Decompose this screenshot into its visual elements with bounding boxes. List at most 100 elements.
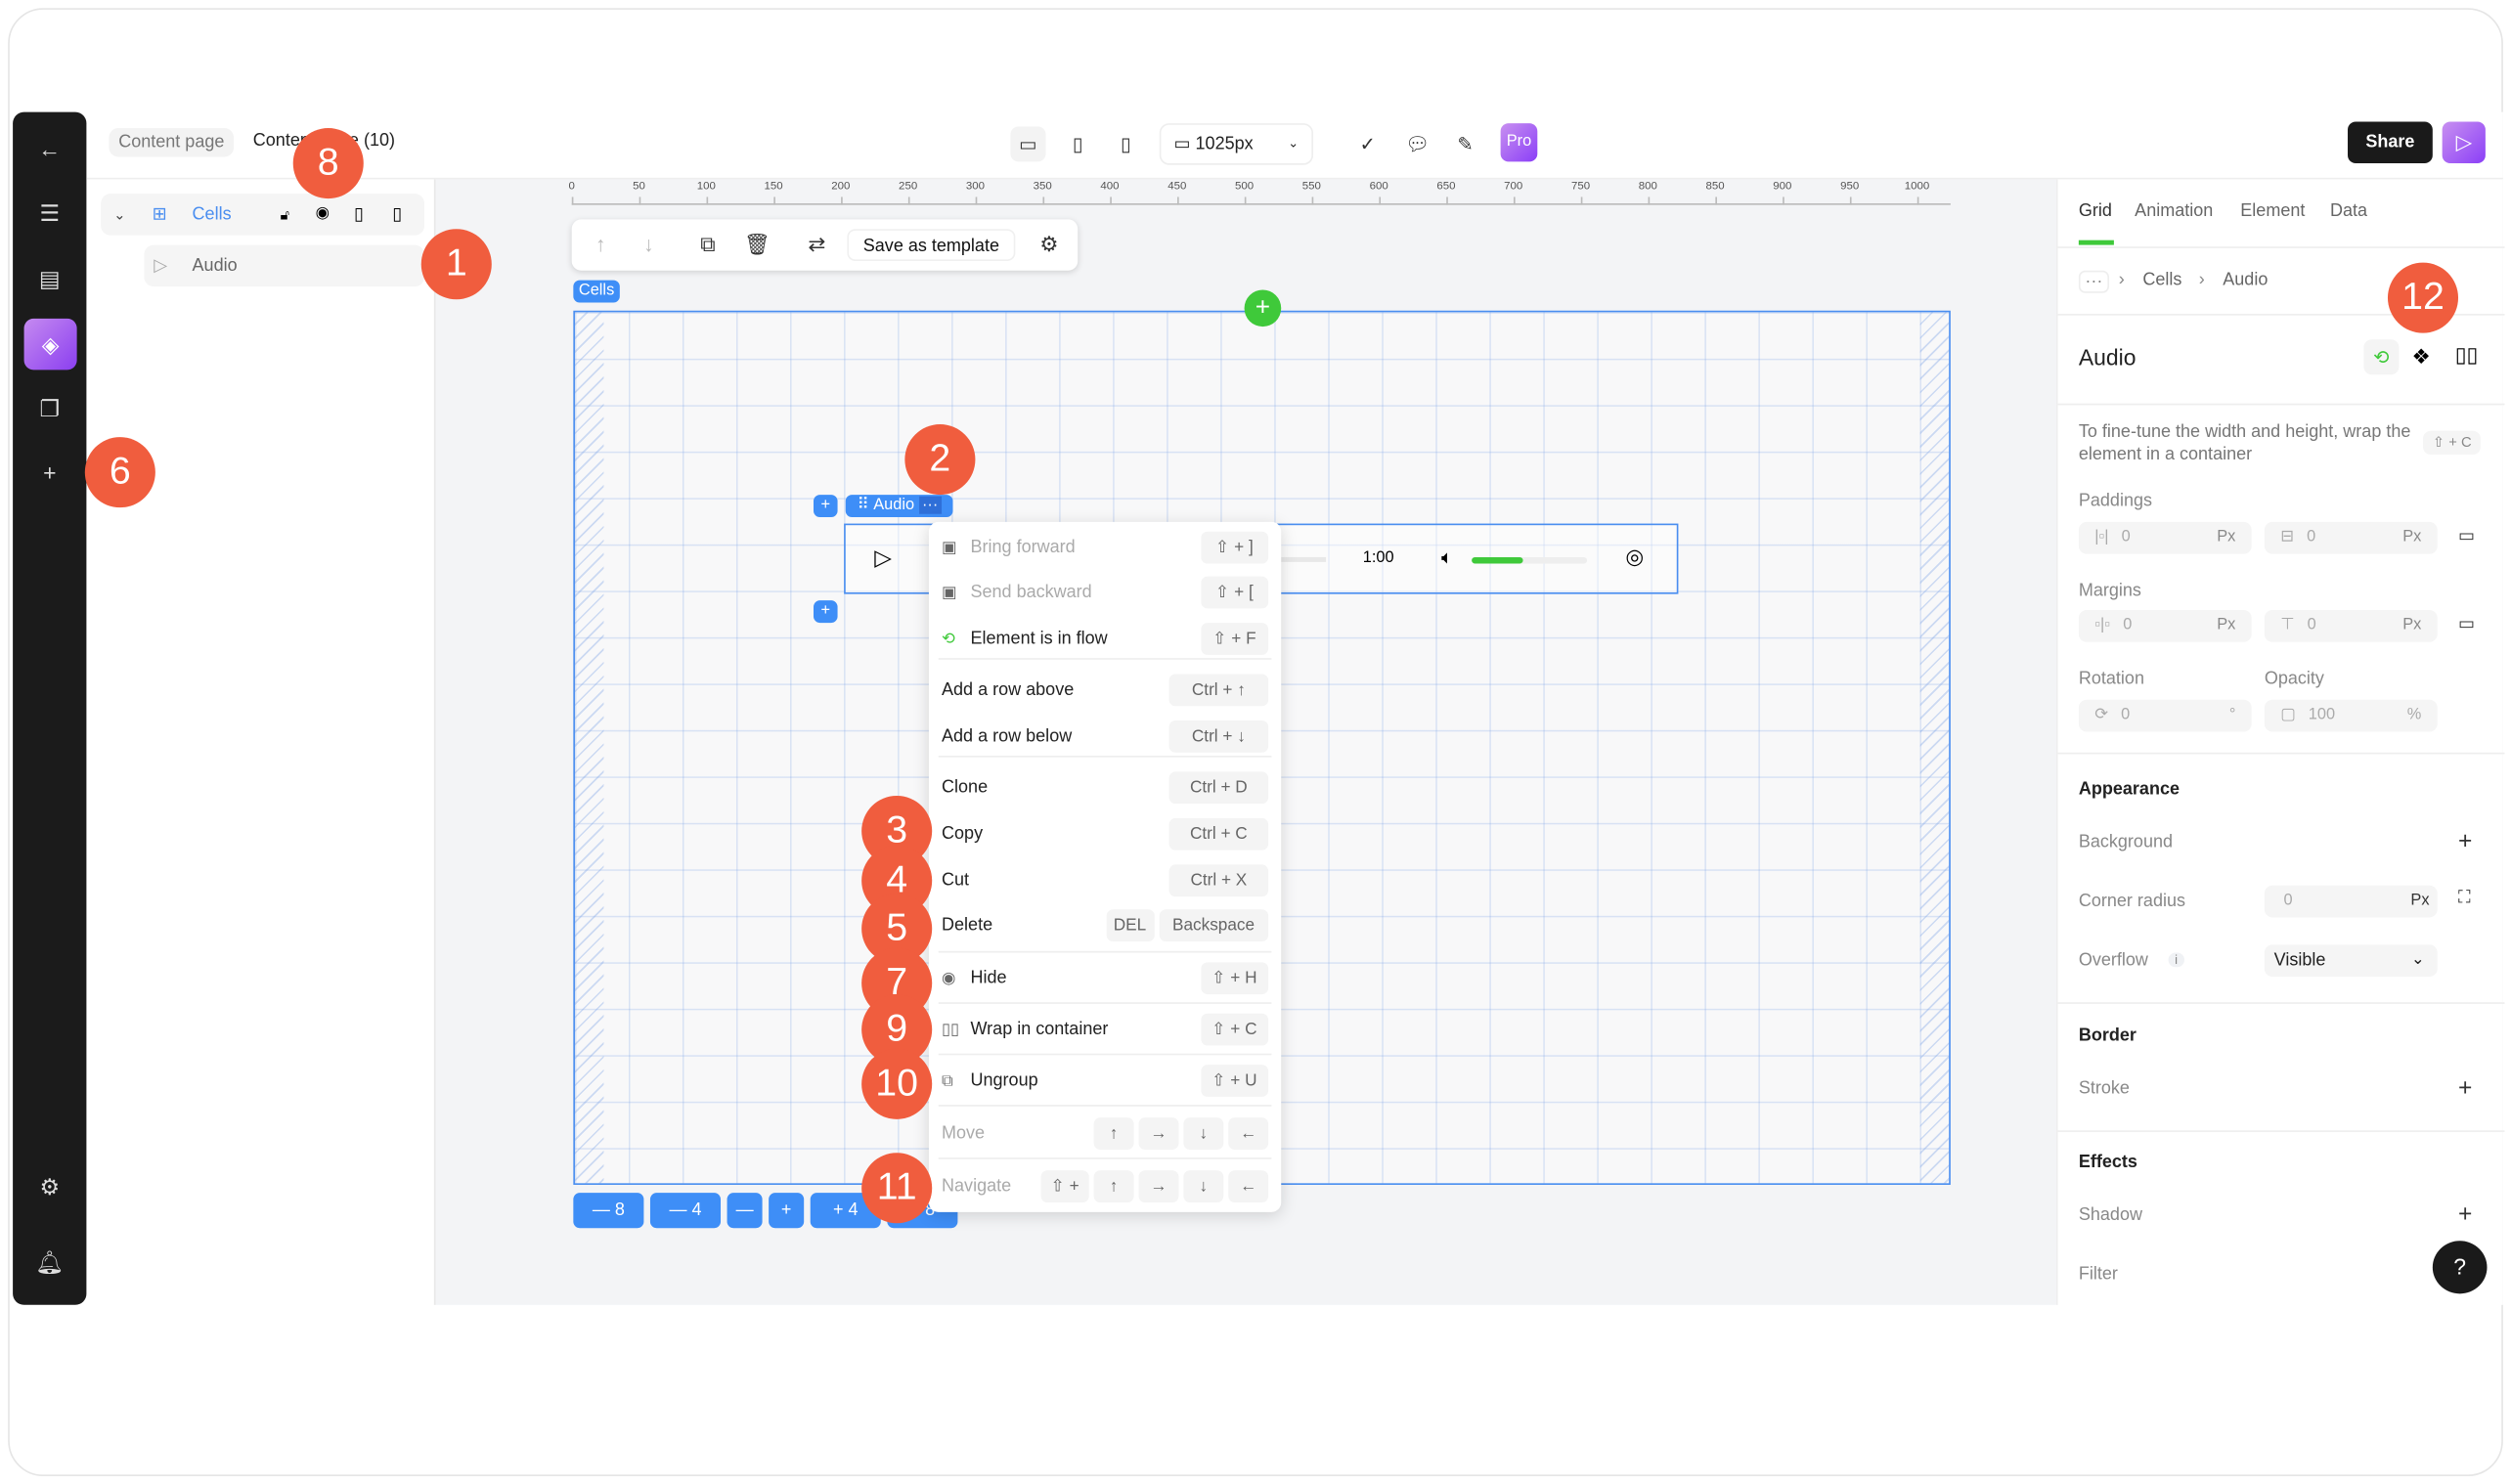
- padding-horizontal-input[interactable]: |▫| 0 Px: [2078, 521, 2252, 554]
- move-down-icon[interactable]: ↓: [642, 232, 654, 257]
- menu-item-navigate[interactable]: Navigate ← ↓ → ↑ ⇧ +: [942, 1169, 1269, 1204]
- desktop-icon[interactable]: ▭: [1010, 126, 1046, 162]
- margin-sides-icon[interactable]: ▭: [2458, 614, 2476, 634]
- gear-icon[interactable]: ⚙: [1039, 232, 1059, 257]
- tab-animation[interactable]: Animation: [2135, 201, 2214, 222]
- play-icon[interactable]: ▷: [874, 544, 892, 571]
- volume-icon[interactable]: 🔈︎: [1441, 546, 1453, 569]
- rotation-label: Rotation: [2078, 669, 2144, 689]
- drag-handle-icon[interactable]: ⠿: [857, 496, 874, 514]
- menu-item-element-is-in-flow[interactable]: ⟲ Element is in flow ⇧ + F: [942, 621, 1269, 656]
- duplicate-icon[interactable]: ⧉: [700, 232, 716, 257]
- shortcut-key: Backspace: [1158, 909, 1269, 942]
- breadcrumb-cells[interactable]: Cells: [2142, 270, 2182, 290]
- playback-speed-icon[interactable]: ◎: [1625, 544, 1644, 569]
- trash-icon[interactable]: 🗑︎: [744, 232, 771, 257]
- tablet-icon[interactable]: ▯: [353, 204, 364, 225]
- add-icon[interactable]: +: [43, 459, 57, 486]
- move-up-icon[interactable]: ↑: [595, 232, 606, 257]
- menu-item-bring-forward[interactable]: ▣ Bring forward ⇧ + ]: [942, 530, 1269, 565]
- menu-item-clone[interactable]: Clone Ctrl + D: [942, 770, 1269, 806]
- add-shadow-icon[interactable]: +: [2458, 1200, 2473, 1229]
- layers-icon[interactable]: ◈: [23, 318, 77, 371]
- column-button[interactable]: — 4: [649, 1193, 722, 1229]
- save-as-template-button[interactable]: Save as template: [847, 229, 1016, 261]
- swap-icon[interactable]: ⇄: [808, 232, 826, 257]
- menu-item-delete[interactable]: Delete Backspace DEL: [942, 908, 1269, 943]
- opacity-input[interactable]: ▢ 100%: [2264, 699, 2438, 732]
- corners-icon[interactable]: ⛶: [2458, 888, 2471, 908]
- bell-icon[interactable]: 🔔︎: [35, 1248, 65, 1275]
- menu-icon[interactable]: ☰: [39, 199, 61, 226]
- tab-element[interactable]: Element: [2240, 201, 2306, 222]
- ruler-tick: 800: [1638, 181, 1657, 205]
- audio-tag[interactable]: ⠿ Audio ···: [845, 495, 953, 518]
- width-select[interactable]: ▭ 1025px ⌄: [1159, 123, 1313, 165]
- more-icon[interactable]: ···: [918, 496, 942, 514]
- cells-grid[interactable]: [573, 310, 1951, 1185]
- help-button[interactable]: ?: [2432, 1241, 2488, 1294]
- mobile-icon[interactable]: ▯: [392, 204, 403, 225]
- back-arrow-icon[interactable]: ←: [38, 136, 62, 162]
- in-flow-icon[interactable]: ⟲: [2363, 339, 2400, 375]
- layer-item-audio[interactable]: ▷ Audio: [144, 244, 425, 287]
- check-circle-icon[interactable]: ✓: [1359, 132, 1376, 155]
- canvas[interactable]: 0 50 100 150 200 250 300 350 400 450 500 550 600 650 7…: [435, 179, 2056, 1305]
- add-row-top-button[interactable]: +: [1244, 289, 1282, 327]
- context-menu: ▣ Bring forward ⇧ + ] ▣ Send backward ⇧ + [ ⟲ E…: [928, 521, 1282, 1212]
- tab-grid[interactable]: Grid: [2078, 201, 2112, 222]
- sections-icon[interactable]: ▤: [38, 265, 61, 292]
- menu-item-add-a-row-below[interactable]: Add a row below Ctrl + ↓: [942, 719, 1269, 754]
- add-left-button[interactable]: +: [814, 495, 838, 518]
- column-button[interactable]: — 8: [573, 1193, 644, 1229]
- menu-item-cut[interactable]: Cut Ctrl + X: [942, 863, 1269, 898]
- menu-item-move[interactable]: Move ← ↓ → ↑: [942, 1116, 1269, 1152]
- wrap-container-icon[interactable]: ▯▯: [2454, 342, 2479, 368]
- corner-radius-input[interactable]: 0 Px: [2264, 885, 2438, 918]
- margin-horizontal-input[interactable]: ▫|▫ 0 Px: [2078, 610, 2252, 642]
- margin-vertical-input[interactable]: ⊤ 0 Px: [2264, 610, 2438, 642]
- layer-item-cells[interactable]: ⌄ ⊞ Cells 🔓︎ ◉ ▯ ▯: [101, 194, 425, 236]
- rotation-input[interactable]: ⟳ 0 °: [2078, 699, 2252, 732]
- padding-vertical-input[interactable]: ⊟ 0 Px: [2264, 521, 2438, 554]
- add-stroke-icon[interactable]: +: [2458, 1073, 2473, 1102]
- info-icon[interactable]: i: [2168, 952, 2184, 968]
- column-button[interactable]: +: [769, 1193, 805, 1229]
- chevron-right-icon: ›: [2118, 270, 2125, 290]
- mobile-icon[interactable]: ▯: [1120, 132, 1131, 155]
- menu-item-send-backward[interactable]: ▣ Send backward ⇧ + [: [942, 575, 1269, 610]
- volume-slider[interactable]: [1472, 556, 1588, 564]
- menu-item-label: Ungroup: [970, 1070, 1038, 1091]
- menu-item-ungroup[interactable]: ⧉ Ungroup ⇧ + U: [942, 1063, 1269, 1098]
- breadcrumb-audio[interactable]: Audio: [2223, 270, 2269, 290]
- menu-divider: [938, 658, 1272, 660]
- eye-icon[interactable]: ◉: [315, 204, 330, 223]
- cells-tag[interactable]: Cells: [573, 280, 620, 303]
- menu-item-wrap-in-container[interactable]: ▯▯ Wrap in container ⇧ + C: [942, 1012, 1269, 1047]
- menu-item-add-a-row-above[interactable]: Add a row above Ctrl + ↑: [942, 673, 1269, 708]
- tab-data[interactable]: Data: [2329, 201, 2368, 222]
- chevron-down-icon[interactable]: ⌄: [113, 206, 126, 223]
- component-icon[interactable]: ❖: [2411, 344, 2431, 369]
- column-button[interactable]: —: [727, 1193, 763, 1229]
- share-button[interactable]: Share: [2348, 121, 2433, 164]
- add-background-icon[interactable]: +: [2458, 827, 2473, 855]
- preview-button[interactable]: ▷: [2442, 121, 2486, 164]
- comment-icon[interactable]: 💬︎: [1404, 132, 1430, 155]
- menu-item-label: Clone: [942, 777, 989, 798]
- tablet-icon[interactable]: ▯: [1072, 132, 1083, 155]
- breadcrumb-more[interactable]: ···: [2078, 270, 2109, 293]
- padding-sides-icon[interactable]: ▭: [2458, 526, 2476, 546]
- breadcrumb-page[interactable]: Content page: [109, 128, 235, 157]
- unlock-icon[interactable]: 🔓︎: [280, 206, 290, 223]
- pro-badge[interactable]: Pro: [1500, 123, 1538, 162]
- settings-icon[interactable]: ⚙: [39, 1173, 61, 1200]
- shortcut-key: ↑: [1093, 1170, 1134, 1202]
- progress-track[interactable]: [1277, 556, 1327, 562]
- overflow-select[interactable]: Visible ⌄: [2264, 944, 2438, 978]
- edit-icon[interactable]: ✎: [1457, 132, 1474, 155]
- add-below-button[interactable]: +: [814, 600, 838, 624]
- menu-item-hide[interactable]: ◉ Hide ⇧ + H: [942, 961, 1269, 996]
- menu-item-copy[interactable]: Copy Ctrl + C: [942, 816, 1269, 851]
- pages-icon[interactable]: ❐: [39, 395, 61, 421]
